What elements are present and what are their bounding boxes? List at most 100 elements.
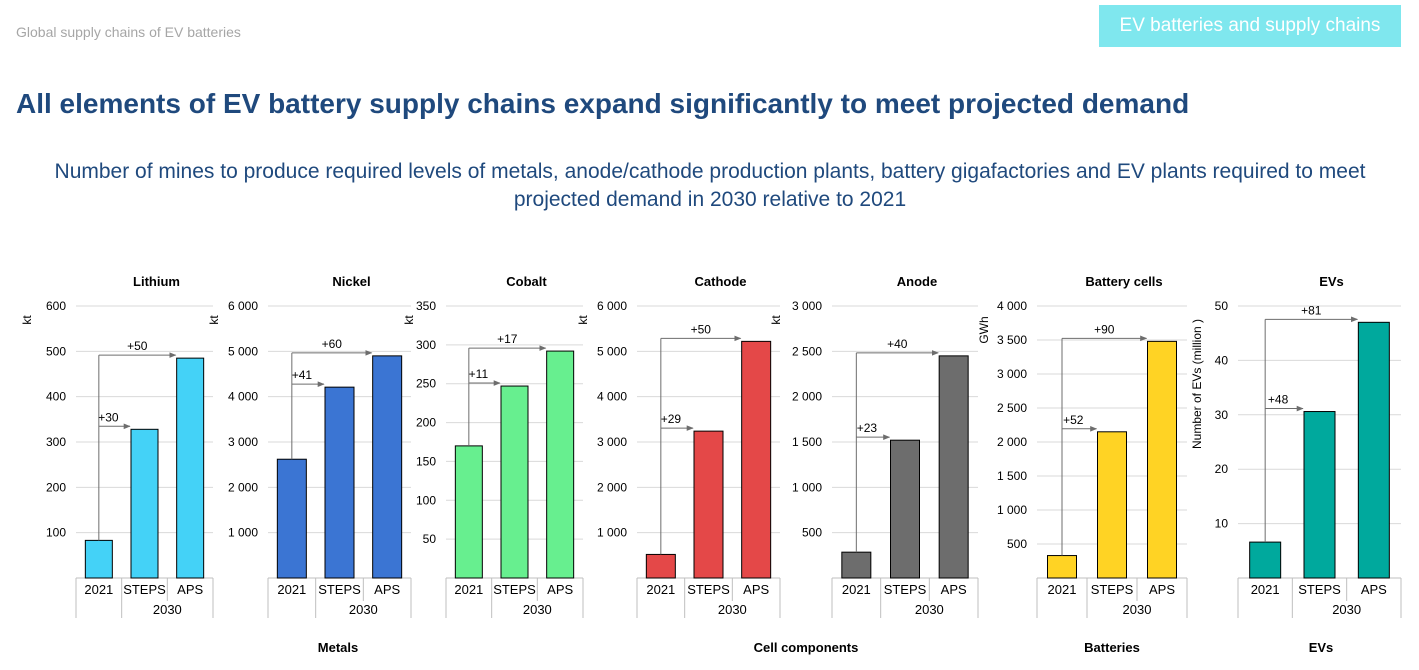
chart0-bar-steps [130,428,159,579]
chart0-ytick-label: 300 [46,435,66,449]
chart2-ytick-label: 350 [416,299,436,313]
chart4-category-group-label: 2030 [915,602,944,617]
chart0-ytick-label: 400 [46,390,66,404]
chart6-ylabel: Number of EVs (million ) [1190,319,1204,449]
chart1-growth-label: +60 [322,337,343,351]
chart6-ytick-label: 20 [1215,462,1229,476]
chart2-category-label: APS [547,582,573,597]
chart6-ytick-label: 10 [1215,517,1229,531]
chart3-ylabel: kt [576,315,590,325]
chart1-bar-2021 [276,458,307,579]
group-label-batteries: Batteries [1084,640,1140,655]
chart2-ytick-label: 150 [416,454,436,468]
chart4-growth-label: +23 [857,421,878,435]
chart0-ytick-label: 500 [46,344,66,358]
chart1-category-group-label: 2030 [349,602,378,617]
chart6-bar-2021 [1249,541,1282,579]
chart6-ytick-label: 40 [1215,353,1229,367]
chart6-bar-steps [1303,411,1336,579]
chart3-ytick-label: 5 000 [597,344,627,358]
chart5-ytick-label: 2 000 [997,435,1027,449]
chart5-ytick-label: 1 000 [997,503,1027,517]
chart0-ylabel: kt [20,315,34,325]
chart4-ytick-label: 3 000 [792,299,822,313]
group-label-metals: Metals [317,640,359,655]
chart4-ytick-label: 1 500 [792,435,822,449]
chart1-ylabel: kt [207,315,221,325]
chart1-ytick-label: 4 000 [228,390,258,404]
chart5-category-label: APS [1149,582,1175,597]
chart5-ytick-label: 1 500 [997,469,1027,483]
chart2-ytick-label: 50 [423,532,437,546]
chart1-category-label: STEPS [318,582,361,597]
chart0-growth-label: +30 [98,410,119,424]
chart4-bar-aps [938,355,969,579]
chart2-title: Cobalt [506,274,547,289]
chart0-category-label: APS [177,582,203,597]
chart4-ylabel: kt [769,315,783,325]
section-badge[interactable]: EV batteries and supply chains [1099,5,1401,47]
chart6-title: EVs [1319,274,1344,289]
chart4-ytick-label: 2 500 [792,344,822,358]
breadcrumb: Global supply chains of EV batteries [16,24,241,40]
chart3-bar-steps [693,430,724,579]
group-label-evs: EVs [1308,640,1334,655]
chart1-category-label: 2021 [277,582,306,597]
chart4-bar-steps [890,439,920,579]
chart0-category-label: STEPS [123,582,166,597]
chart1-ytick-label: 1 000 [228,526,258,540]
chart1-ytick-label: 2 000 [228,480,258,494]
chart1-category-label: APS [374,582,400,597]
chart3-ytick-label: 6 000 [597,299,627,313]
chart0-ytick-label: 200 [46,480,66,494]
chart6-growth-label: +81 [1301,303,1322,317]
chart3-growth-label: +50 [691,322,712,336]
chart5-ytick-label: 2 500 [997,401,1027,415]
chart2-ytick-label: 300 [416,338,436,352]
chart4-category-label: APS [941,582,967,597]
chart3-category-label: STEPS [687,582,730,597]
chart3-category-group-label: 2030 [718,602,747,617]
chart2-bar-2021 [454,445,483,579]
page-title: All elements of EV battery supply chains… [16,88,1190,119]
chart6-category-label: 2021 [1251,582,1280,597]
chart5-category-label: 2021 [1048,582,1077,597]
chart5-bar-2021 [1047,555,1077,579]
chart2-category-group-label: 2030 [523,602,552,617]
chart3-category-label: APS [743,582,769,597]
chart2-growth-label: +11 [469,367,489,381]
chart3-bar-2021 [645,553,676,579]
chart1-ytick-label: 3 000 [228,435,258,449]
chart6-ytick-label: 30 [1215,408,1229,422]
chart2-ytick-label: 200 [416,416,436,430]
chart3-title: Cathode [695,274,747,289]
chart2-bar-aps [546,350,575,579]
chart4-ytick-label: 500 [802,526,822,540]
chart4-title: Anode [897,274,937,289]
chart5-growth-label: +90 [1094,322,1115,336]
chart4-ytick-label: 1 000 [792,480,822,494]
chart5-ylabel: GWh [977,316,991,343]
chart6-category-label: APS [1361,582,1387,597]
chart2-ytick-label: 250 [416,377,436,391]
chart0-bar-aps [176,357,205,579]
chart1-ytick-label: 5 000 [228,344,258,358]
chart5-category-label: STEPS [1091,582,1134,597]
chart3-ytick-label: 4 000 [597,390,627,404]
chart1-bar-steps [324,386,355,579]
chart3-bar-aps [741,340,772,579]
chart2-ylabel: kt [402,315,416,325]
chart3-growth-label: +29 [661,412,682,426]
chart0-ytick-label: 600 [46,299,66,313]
chart4-category-label: 2021 [842,582,871,597]
chart6-category-group-label: 2030 [1332,602,1361,617]
page-subtitle: Number of mines to produce required leve… [54,160,1366,211]
chart6-ytick-label: 50 [1215,299,1229,313]
chart0-ytick-label: 100 [46,526,66,540]
chart5-ytick-label: 500 [1007,537,1027,551]
chart3-category-label: 2021 [646,582,675,597]
chart2-ytick-label: 100 [416,493,436,507]
chart3-ytick-label: 2 000 [597,480,627,494]
chart3-ytick-label: 3 000 [597,435,627,449]
chart5-bar-aps [1147,340,1177,579]
